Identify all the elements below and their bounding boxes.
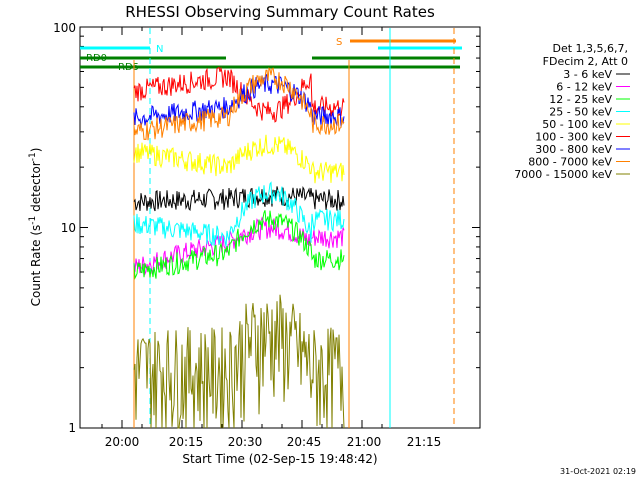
- series-layer: [133, 66, 345, 429]
- series-line-300-800-kev: [133, 73, 345, 127]
- y-axis-label-main: Count Rate (s: [29, 225, 43, 307]
- series-line-12-25-kev: [133, 210, 345, 280]
- x-tick-label-2115: 21:15: [407, 435, 442, 449]
- chart-title: RHESSI Observing Summary Count Rates: [125, 3, 435, 21]
- y-axis-label-superscript: -1: [28, 216, 38, 225]
- legend-label-1: 6 - 12 keV: [556, 81, 612, 94]
- series-line-7000-15000-kev: [133, 294, 345, 429]
- y-axis-label: Count Rate (s-1 detector-1): [28, 148, 43, 307]
- y-axis: 1 10 100: [53, 21, 480, 435]
- x-axis: 20:00 20:15 20:30 20:45 21:00 21:15: [101, 27, 442, 449]
- legend-header-line-2: FDecim 2, Att 0: [543, 55, 628, 68]
- rd0-flag-label: RD0: [86, 53, 107, 64]
- timestamp: 31-Oct-2021 02:19: [560, 467, 636, 476]
- x-tick-label-2000: 20:00: [105, 435, 140, 449]
- legend-label-0: 3 - 6 keV: [563, 68, 612, 81]
- y-axis-label-superscript-2: -1: [28, 152, 38, 161]
- x-tick-label-2015: 20:15: [169, 435, 204, 449]
- x-axis-label: Start Time (02-Sep-15 19:48:42): [182, 452, 377, 466]
- y-axis-label-detector: detector: [29, 161, 43, 216]
- series-line-50-100-kev: [133, 134, 345, 184]
- x-tick-label-2100: 21:00: [347, 435, 382, 449]
- legend-label-4: 50 - 100 keV: [542, 118, 612, 131]
- legend-label-7: 800 - 7000 keV: [528, 156, 612, 169]
- n-flag-label: N: [156, 44, 163, 55]
- y-tick-label-10: 10: [61, 221, 76, 235]
- series-line-3-6-kev: [133, 186, 345, 212]
- legend-label-8: 7000 - 15000 keV: [514, 168, 612, 181]
- y-tick-label-1: 1: [68, 421, 76, 435]
- rd5-flag-label: RD5: [118, 62, 139, 73]
- legend-label-2: 12 - 25 keV: [549, 93, 612, 106]
- x-tick-label-2045: 20:45: [287, 435, 322, 449]
- legend-label-3: 25 - 50 keV: [549, 106, 612, 119]
- y-tick-label-100: 100: [53, 21, 76, 35]
- legend: Det 1,3,5,6,7, FDecim 2, Att 0 3 - 6 keV…: [514, 42, 630, 181]
- legend-header-line-1: Det 1,3,5,6,7,: [552, 42, 628, 55]
- x-tick-label-2030: 20:30: [228, 435, 263, 449]
- y-axis-label-close: ): [29, 148, 43, 153]
- s-flag-label: S: [336, 37, 342, 48]
- legend-label-5: 100 - 300 keV: [535, 131, 612, 144]
- legend-label-6: 300 - 800 keV: [535, 143, 612, 156]
- series-line-800-7000-kev: [133, 67, 345, 141]
- series-line-25-50-kev: [133, 181, 345, 247]
